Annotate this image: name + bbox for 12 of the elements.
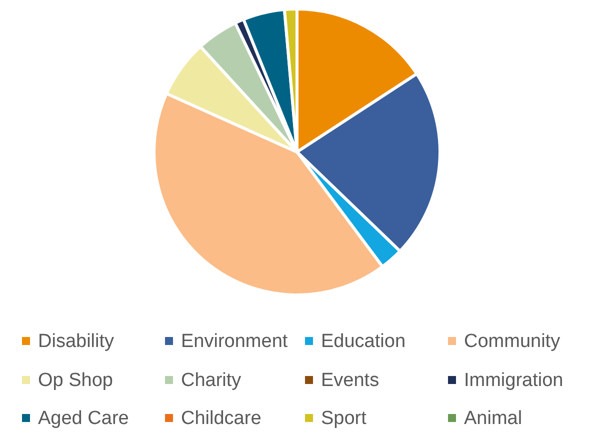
legend-label: Disability [38,331,115,352]
legend-label: Sport [321,408,368,430]
legend-label: Events [321,370,380,392]
legend-label: Childcare [181,408,262,430]
legend-label: Aged Care [38,408,129,430]
legend-label: Animal [464,408,522,430]
legend-label: Immigration [464,370,564,392]
legend-label: Op Shop [38,370,113,392]
legend-label: Community [464,331,561,352]
legend-label: Education [321,331,406,352]
legend-label: Environment [181,331,288,352]
legend-label: Charity [181,370,242,392]
